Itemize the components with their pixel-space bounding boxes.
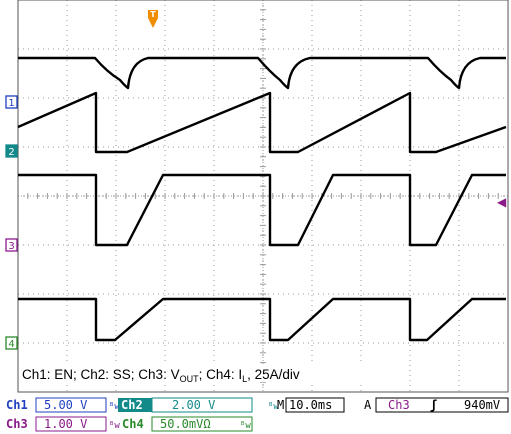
ch2-marker-label: 2 (8, 147, 14, 158)
ch2-scale-box[interactable] (151, 397, 253, 413)
ch2-scale-label: Ch2 (121, 398, 143, 412)
timebase-box[interactable] (285, 397, 345, 413)
annotation-suffix: , 25A/div (247, 367, 300, 382)
ch1-scale-box[interactable] (35, 397, 107, 413)
ch1-marker[interactable]: 1 (5, 95, 18, 109)
trigger-position-marker[interactable]: T (148, 10, 158, 28)
acquisition-mode: A (364, 398, 372, 412)
graticule-border (17, 0, 509, 393)
ch3-scale-value: 1.00 V (44, 417, 87, 431)
ch1-scale-label[interactable]: Ch1 (6, 398, 28, 412)
trigger-slope-icon: ʃ (430, 398, 437, 412)
ch4-scale-box[interactable] (151, 416, 253, 432)
ch3-bw-mark: ᴮw (109, 421, 120, 431)
ch4-bw-mark: ᴮw (240, 421, 251, 431)
ch2-marker[interactable]: 2 (5, 144, 18, 158)
trigger-marker-label: T (150, 10, 156, 19)
ch1-bw-mark: ᴮw (109, 402, 120, 412)
ch4-scale-value: 50.0mVΩ (160, 417, 211, 431)
waveforms (17, 56, 507, 342)
ch3-scale-box[interactable] (35, 416, 107, 432)
annotation-prefix: Ch1: EN; Ch2: SS; Ch3: V (22, 367, 180, 382)
ch2-label-box[interactable] (118, 398, 152, 412)
ch4-marker[interactable]: 4 (5, 336, 18, 350)
annotation-middle: ; Ch4: I (199, 367, 243, 382)
trigger-box[interactable] (375, 397, 509, 413)
ch1-marker-label: 1 (8, 98, 14, 109)
ch2-scale-value: 2.00 V (172, 398, 215, 412)
trigger-source: Ch3 (388, 398, 410, 412)
graticule-grid (17, 0, 509, 393)
timebase-value: 10.0ms (289, 398, 332, 412)
timebase-prefix: M (277, 398, 284, 412)
ch1-en-trace (18, 56, 506, 90)
trigger-level-value: 940mV (464, 398, 500, 412)
ch3-marker[interactable]: 3 (5, 238, 18, 252)
ch3-scale-label[interactable]: Ch3 (6, 417, 28, 431)
annotation-il-sub: L (242, 374, 247, 384)
annotation-box (19, 364, 364, 382)
ch3-marker-label: 3 (8, 241, 14, 252)
annotation-vout-sub: OUT (180, 374, 200, 384)
status-bar: Ch1 5.00 V ᴮw Ch2 2.00 V ᴮw M 10.0ms A C… (6, 397, 509, 432)
ch2-bw-mark: ᴮw (268, 402, 279, 412)
ch4-il-trace (18, 297, 506, 342)
annotation-text: Ch1: EN; Ch2: SS; Ch3: VOUT; Ch4: IL, 25… (22, 367, 300, 384)
ch3-vout-trace (18, 173, 506, 247)
ch1-scale-value: 5.00 V (44, 398, 87, 412)
ch2-ss-trace (17, 91, 507, 154)
ch4-marker-label: 4 (8, 339, 14, 350)
trigger-level-marker[interactable]: ◀ (497, 195, 507, 209)
ch4-scale-label[interactable]: Ch4 (122, 417, 144, 431)
